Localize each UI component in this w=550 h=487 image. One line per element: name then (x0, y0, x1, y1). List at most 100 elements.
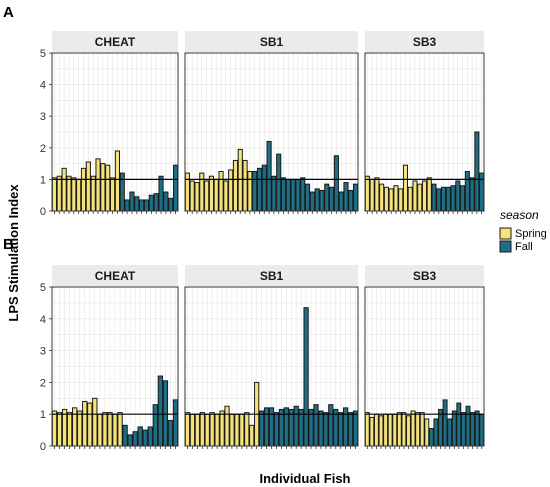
row-a-sb3-bar-fall-15 (436, 188, 442, 212)
row-b-sb3-bar-spring-6 (392, 413, 398, 447)
row-b-cheat-strip (52, 265, 178, 286)
row-a-sb3-bar-spring-11 (417, 183, 423, 212)
row-a-sb3-bar-fall-22 (469, 177, 475, 212)
row-b-sb1-bar-spring-5 (209, 412, 215, 447)
row-a-sb1-bar-spring-4 (204, 180, 210, 212)
row-b-y-tick-label-2: 2 (40, 377, 46, 389)
row-b-sb1-bar-spring-8 (224, 405, 230, 447)
row-b-cheat-strip-label: CHEAT (95, 269, 136, 283)
row-b-sb3-bar-fall-19 (451, 410, 457, 447)
row-b-sb3-bar-spring-12 (419, 412, 425, 447)
row-b-sb1-bar-spring-3 (199, 412, 205, 447)
row-a-sb1-bar-spring-1 (189, 180, 195, 212)
row-b-cheat-bar-spring-9 (97, 413, 103, 447)
row-a-sb1-bar-spring-2 (194, 182, 200, 212)
row-a-cheat-bar-fall-21 (153, 193, 159, 212)
row-b-sb1-bar-fall-32 (343, 407, 349, 447)
row-b-sb3-bar-fall-14 (428, 428, 434, 447)
row-a-cheat-bar-spring-2 (61, 167, 67, 212)
panel-letter-b: B (3, 236, 14, 253)
row-a-sb1-bar-fall-17 (266, 140, 272, 212)
row-b-sb3-bar-spring-9 (406, 415, 411, 447)
row-a-y-tick-label-4: 4 (40, 80, 46, 92)
row-a-sb3-bar-fall-20 (460, 185, 466, 212)
y-axis-title: LPS Stimulation Index (6, 184, 21, 322)
row-a-sb1-bar-fall-22 (290, 178, 296, 212)
row-a-sb3-bar-fall-18 (450, 185, 456, 212)
panel-b: 0 1 2 3 4 5 CHEAT SB1 SB3 (40, 265, 485, 453)
row-b-sb1-bar-fall-21 (288, 408, 294, 447)
row-a-sb3-bar-spring-5 (388, 188, 394, 212)
row-a-y-tick-label-5: 5 (40, 48, 46, 60)
row-a-sb3-bar-fall-24 (479, 172, 485, 212)
row-a-sb1-bar-fall-25 (304, 183, 311, 212)
row-a-sb3-bar-spring-3 (379, 183, 385, 212)
row-b-sb3-bar-spring-7 (396, 412, 402, 447)
row-a-sb1-bar-fall-15 (256, 167, 263, 212)
row-b-sb3-bar-fall-23 (470, 412, 476, 447)
row-a-sb3-bar-fall-19 (455, 180, 461, 212)
row-b-sb3-bar-fall-17 (442, 399, 448, 447)
row-b-cheat-bar-spring-10 (102, 412, 108, 447)
row-b-sb1-bar-spring-0 (184, 412, 191, 447)
row-a-sb1-bar-fall-31 (333, 155, 339, 212)
row-a-cheat-bar-fall-20 (148, 194, 154, 212)
row-a-cheat-bar-spring-6 (80, 167, 87, 212)
row-b-cheat-bar-spring-2 (61, 408, 68, 447)
row-a-cheat-strip (52, 31, 178, 52)
row-a-cheat-bar-spring-5 (76, 178, 82, 212)
row-b-sb1-bar-fall-16 (263, 407, 270, 447)
row-b-cheat-bar-spring-6 (82, 400, 88, 447)
row-a-sb1-bar-fall-26 (309, 191, 315, 212)
row-a-y-tick-label-3: 3 (40, 111, 46, 123)
row-b-sb1-bar-spring-7 (219, 410, 225, 447)
row-b-cheat-bar-spring-4 (72, 407, 78, 447)
row-b-sb3-bar-fall-20 (456, 402, 462, 447)
row-b-sb1-strip (185, 265, 358, 286)
row-a-cheat-bar-spring-1 (56, 175, 62, 212)
row-a-sb1-bar-spring-10 (232, 159, 239, 212)
row-b-sb1-bar-spring-4 (204, 413, 210, 447)
row-a-sb1-bar-fall-20 (280, 177, 287, 212)
row-a-sb3-bar-spring-12 (421, 180, 428, 212)
row-b-sb3-bar-spring-1 (369, 416, 375, 447)
row-b-y-tick-label-5: 5 (40, 282, 46, 294)
row-b-cheat-bar-fall-22 (162, 380, 169, 447)
row-a-sb3-bar-spring-10 (412, 180, 418, 212)
row-b-sb1-strip-label: SB1 (260, 269, 284, 283)
row-b-sb3-bar-spring-11 (415, 412, 421, 447)
row-b-sb1-bar-spring-6 (214, 413, 220, 447)
row-a-sb1-bar-fall-14 (252, 171, 258, 212)
row-a-sb1-bar-spring-11 (237, 148, 243, 212)
row-a-sb1-bar-fall-18 (271, 175, 277, 212)
row-a-cheat-bar-spring-3 (66, 175, 72, 212)
row-a-cheat-bar-fall-18 (139, 199, 145, 212)
row-b-sb3-bar-spring-5 (387, 413, 393, 447)
row-b-cheat-bar-fall-18 (142, 429, 148, 447)
row-a-sb1-bar-spring-5 (208, 175, 214, 212)
row-b-sb3-bar-spring-2 (373, 413, 379, 447)
row-b-sb1-bar-spring-9 (229, 413, 235, 447)
row-a-sb1-bar-fall-27 (314, 188, 320, 212)
row-b-cheat-bar-spring-13 (117, 412, 123, 447)
row-a-cheat-panel-border (51, 52, 179, 212)
row-b-sb1-bar-fall-34 (352, 410, 359, 447)
row-a-sb3-bar-spring-13 (426, 177, 432, 212)
row-b-sb1-bar-fall-18 (273, 412, 280, 447)
row-a-sb1-strip-label: SB1 (260, 35, 284, 49)
row-b-cheat-bar-spring-12 (112, 413, 118, 447)
row-a-sb1-bar-fall-28 (319, 189, 325, 212)
row-b-sb1-bar-fall-20 (283, 407, 289, 447)
row-b-y-tick-label-1: 1 (40, 409, 46, 421)
row-a-sb1-bar-spring-8 (223, 180, 229, 212)
row-b-cheat-bar-fall-17 (137, 426, 143, 447)
row-b-sb1-bar-spring-11 (239, 413, 245, 447)
row-b-cheat-bar-spring-5 (77, 410, 83, 447)
row-b-sb1-bar-spring-12 (244, 412, 250, 447)
row-a-cheat-bar-fall-24 (168, 197, 174, 212)
row-a-sb1-bar-fall-34 (348, 189, 354, 212)
row-b-cheat-bar-fall-16 (132, 431, 138, 447)
row-b-sb1-bar-fall-22 (293, 405, 299, 447)
row-a-sb1-bar-spring-6 (213, 178, 219, 212)
row-b-sb1-bar-fall-23 (298, 408, 304, 447)
